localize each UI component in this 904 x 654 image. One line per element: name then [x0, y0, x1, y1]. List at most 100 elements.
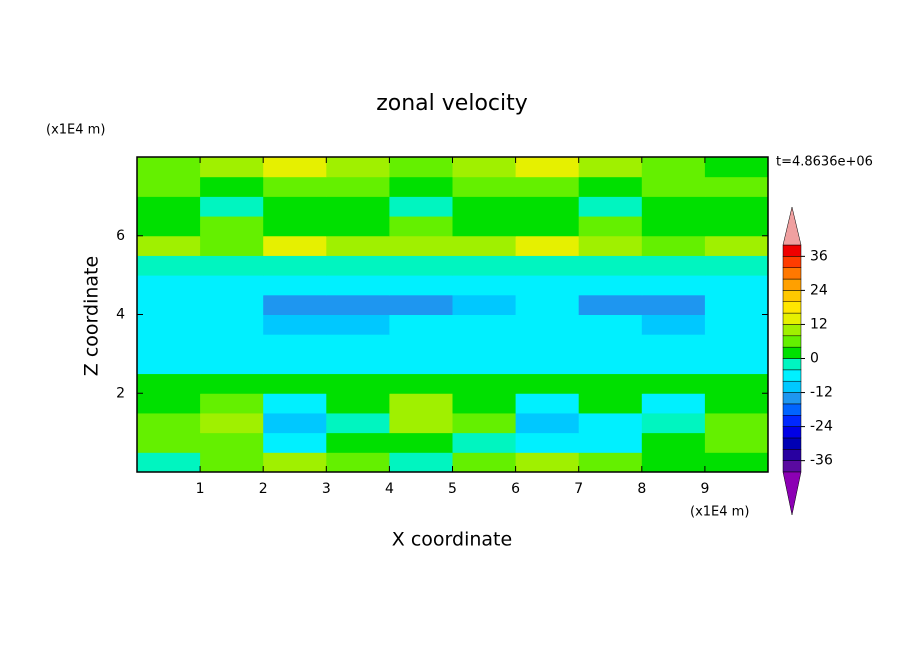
contour-cell: [263, 393, 327, 414]
contour-cell: [200, 412, 264, 434]
x-axis-label: X coordinate: [392, 529, 512, 551]
contour-cell: [200, 216, 264, 237]
contour-field: [137, 157, 769, 473]
contour-cell: [137, 412, 201, 434]
contour-cell: [578, 314, 643, 335]
contour-cell: [137, 432, 201, 453]
contour-cell: [515, 294, 580, 315]
contour-cell: [704, 157, 769, 178]
contour-cell: [200, 373, 264, 394]
contour-cell: [326, 432, 390, 453]
contour-cell: [704, 432, 769, 453]
colorbar-box: [782, 267, 802, 280]
contour-cell: [326, 452, 390, 473]
contour-cell: [200, 452, 264, 473]
contour-cell: [578, 176, 643, 197]
contour-cell: [515, 432, 580, 453]
colorbar-box: [782, 369, 802, 382]
y-axis-label: Z coordinate: [81, 256, 103, 376]
contour-cell: [515, 275, 580, 296]
contour-cell: [641, 452, 706, 473]
contour-cell: [200, 393, 264, 414]
colorbar-box: [782, 392, 802, 405]
colorbar-tick-label: 0: [810, 351, 819, 367]
contour-cell: [452, 255, 517, 276]
y-tick-label: 2: [116, 385, 125, 401]
x-tick-label: 1: [196, 481, 205, 497]
contour-cell: [137, 353, 201, 375]
contour-cell: [578, 275, 643, 296]
contour-cell: [200, 314, 264, 335]
contour-cell: [389, 196, 453, 217]
contour-cell: [515, 255, 580, 276]
contour-cell: [137, 314, 201, 335]
contour-cell: [578, 353, 643, 375]
y-unit: (x1E4 m): [46, 123, 105, 138]
contour-cell: [326, 275, 390, 296]
colorbar-box: [782, 380, 802, 393]
contour-cell: [200, 432, 264, 453]
contour-cell: [389, 314, 453, 335]
colorbar-box: [782, 324, 802, 337]
contour-cell: [452, 275, 517, 296]
contour-cell: [326, 393, 390, 414]
contour-cell: [515, 235, 580, 256]
contour-cell: [641, 216, 706, 237]
contour-cell: [389, 157, 453, 178]
contour-cell: [200, 157, 264, 178]
colorbar-box: [782, 449, 802, 461]
contour-cell: [641, 353, 706, 375]
colorbar-extend-low: [782, 471, 802, 516]
contour-cell: [704, 216, 769, 237]
contour-cell: [326, 334, 390, 355]
contour-cell: [263, 353, 327, 375]
contour-cell: [452, 452, 517, 473]
contour-cell: [200, 176, 264, 197]
contour-cell: [263, 196, 327, 217]
y-tick-label: 6: [116, 228, 125, 244]
contour-cell: [704, 255, 769, 276]
contour-cell: [263, 373, 327, 394]
contour-cell: [704, 373, 769, 394]
contour-cell: [515, 157, 580, 178]
y-tick-label: 4: [116, 307, 125, 323]
contour-cell: [578, 452, 643, 473]
colorbar-box: [782, 256, 802, 268]
contour-cell: [263, 235, 327, 256]
colorbar-box: [782, 358, 802, 371]
contour-cell: [704, 314, 769, 335]
contour-cell: [641, 157, 706, 178]
x-tick-label: 5: [448, 481, 457, 497]
contour-cell: [452, 412, 517, 434]
contour-cell: [515, 196, 580, 217]
contour-cell: [137, 393, 201, 414]
contour-cell: [641, 314, 706, 335]
x-tick-label: 7: [574, 481, 583, 497]
contour-cell: [515, 216, 580, 237]
contour-cell: [389, 353, 453, 375]
contour-cell: [515, 353, 580, 375]
contour-cell: [578, 432, 643, 453]
contour-cell: [326, 157, 390, 178]
contour-cell: [137, 275, 201, 296]
x-tick-label: 3: [322, 481, 331, 497]
contour-cell: [452, 196, 517, 217]
contour-cell: [389, 334, 453, 355]
colorbar-extend-high: [782, 206, 802, 246]
contour-cell: [452, 157, 517, 178]
colorbar-box: [782, 437, 802, 450]
x-tick-label: 2: [259, 481, 268, 497]
contour-cell: [326, 373, 390, 394]
contour-cell: [641, 393, 706, 414]
contour-cell: [641, 373, 706, 394]
contour-cell: [641, 176, 706, 197]
x-unit: (x1E4 m): [690, 505, 749, 520]
contour-cell: [137, 373, 201, 394]
contour-cell: [326, 196, 390, 217]
colorbar-box: [782, 415, 802, 427]
contour-cell: [200, 294, 264, 315]
contour-cell: [389, 255, 453, 276]
contour-cell: [641, 334, 706, 355]
contour-cell: [137, 235, 201, 256]
